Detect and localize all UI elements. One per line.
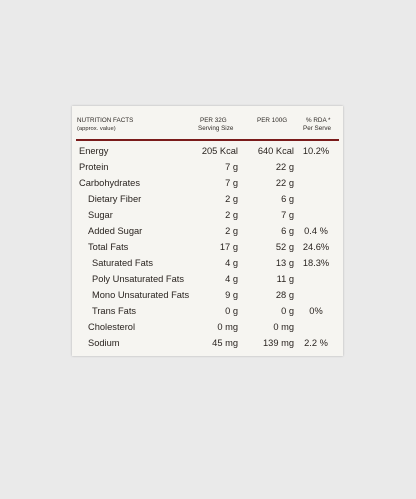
per-100g-value: 0 g xyxy=(281,306,294,316)
header-divider xyxy=(76,139,339,141)
nutrient-name: Saturated Fats xyxy=(92,258,153,268)
per-100g-value: 52 g xyxy=(275,242,294,252)
nutrient-name: Mono Unsaturated Fats xyxy=(92,290,190,300)
rda-value: 10.2% xyxy=(302,146,330,156)
rda-value: 24.6% xyxy=(302,242,330,252)
table-row: Protein 7 g 22 g xyxy=(72,159,343,175)
table-row: Sodium 45 mg 139 mg 2.2 % xyxy=(72,335,343,351)
nutrient-name: Cholesterol xyxy=(88,322,136,332)
col-per-serving-heading: PER 32G xyxy=(200,117,227,124)
per-serving-value: 4 g xyxy=(225,258,238,268)
table-row: Dietary Fiber 2 g 6 g xyxy=(72,191,343,207)
per-100g-value: 6 g xyxy=(281,226,294,236)
per-serving-value: 45 mg xyxy=(212,338,238,348)
per-100g-value: 139 mg xyxy=(262,338,294,348)
table-row: Carbohydrates 7 g 22 g xyxy=(72,175,343,191)
nutrient-name: Trans Fats xyxy=(92,306,137,316)
per-100g-value: 6 g xyxy=(281,194,294,204)
table-row: Saturated Fats 4 g 13 g 18.3% xyxy=(72,255,343,271)
nutrition-facts-label: NUTRITION FACTS (approx. value) PER 32G … xyxy=(72,106,343,356)
table-row: Trans Fats 0 g 0 g 0% xyxy=(72,303,343,319)
per-serving-value: 0 g xyxy=(225,306,238,316)
table-row: Poly Unsaturated Fats 4 g 11 g xyxy=(72,271,343,287)
table-header: NUTRITION FACTS (approx. value) PER 32G … xyxy=(72,112,343,138)
nutrient-name: Poly Unsaturated Fats xyxy=(92,274,184,284)
per-100g-value: 0 mg xyxy=(273,322,294,332)
table-row: Energy 205 Kcal 640 Kcal 10.2% xyxy=(72,143,343,159)
table-row: Total Fats 17 g 52 g 24.6% xyxy=(72,239,343,255)
per-serving-value: 17 g xyxy=(219,242,238,252)
per-100g-value: 7 g xyxy=(281,210,294,220)
table-row: Sugar 2 g 7 g xyxy=(72,207,343,223)
per-serving-value: 2 g xyxy=(225,194,238,204)
per-100g-value: 640 Kcal xyxy=(257,146,294,156)
per-serving-value: 2 g xyxy=(225,210,238,220)
col-rda-subheading: Per Serve xyxy=(303,125,331,132)
nutrient-name: Energy xyxy=(79,146,109,156)
table-row: Added Sugar 2 g 6 g 0.4 % xyxy=(72,223,343,239)
nutrient-name: Added Sugar xyxy=(88,226,143,236)
rda-value: 0.4 % xyxy=(304,226,328,236)
per-serving-value: 2 g xyxy=(225,226,238,236)
per-100g-value: 28 g xyxy=(275,290,294,300)
per-serving-value: 7 g xyxy=(225,178,238,188)
table-row: Mono Unsaturated Fats 9 g 28 g xyxy=(72,287,343,303)
col-per-100g-heading: PER 100G xyxy=(257,117,288,124)
nutrient-name: Total Fats xyxy=(88,242,129,252)
nutrient-name: Sugar xyxy=(88,210,113,220)
nutrient-name: Dietary Fiber xyxy=(88,194,142,204)
rda-value: 18.3% xyxy=(302,258,330,268)
per-serving-value: 9 g xyxy=(225,290,238,300)
per-serving-value: 205 Kcal xyxy=(201,146,238,156)
per-serving-value: 7 g xyxy=(225,162,238,172)
per-100g-value: 11 g xyxy=(276,274,294,284)
per-100g-value: 22 g xyxy=(275,178,294,188)
nutrient-name: Sodium xyxy=(88,338,120,348)
table-row: Cholesterol 0 mg 0 mg xyxy=(72,319,343,335)
rda-value: 2.2 % xyxy=(304,338,328,348)
per-100g-value: 13 g xyxy=(275,258,294,268)
nutrient-name: Protein xyxy=(79,162,109,172)
col-per-serving-subheading: Serving Size xyxy=(198,125,234,132)
col-rda-heading: % RDA * xyxy=(306,117,331,124)
per-serving-value: 0 mg xyxy=(217,322,238,332)
rda-value: 0% xyxy=(309,306,323,316)
header-title: NUTRITION FACTS xyxy=(77,117,134,124)
per-100g-value: 22 g xyxy=(275,162,294,172)
nutrient-name: Carbohydrates xyxy=(79,178,140,188)
per-serving-value: 4 g xyxy=(225,274,238,284)
header-subtitle: (approx. value) xyxy=(77,126,116,132)
